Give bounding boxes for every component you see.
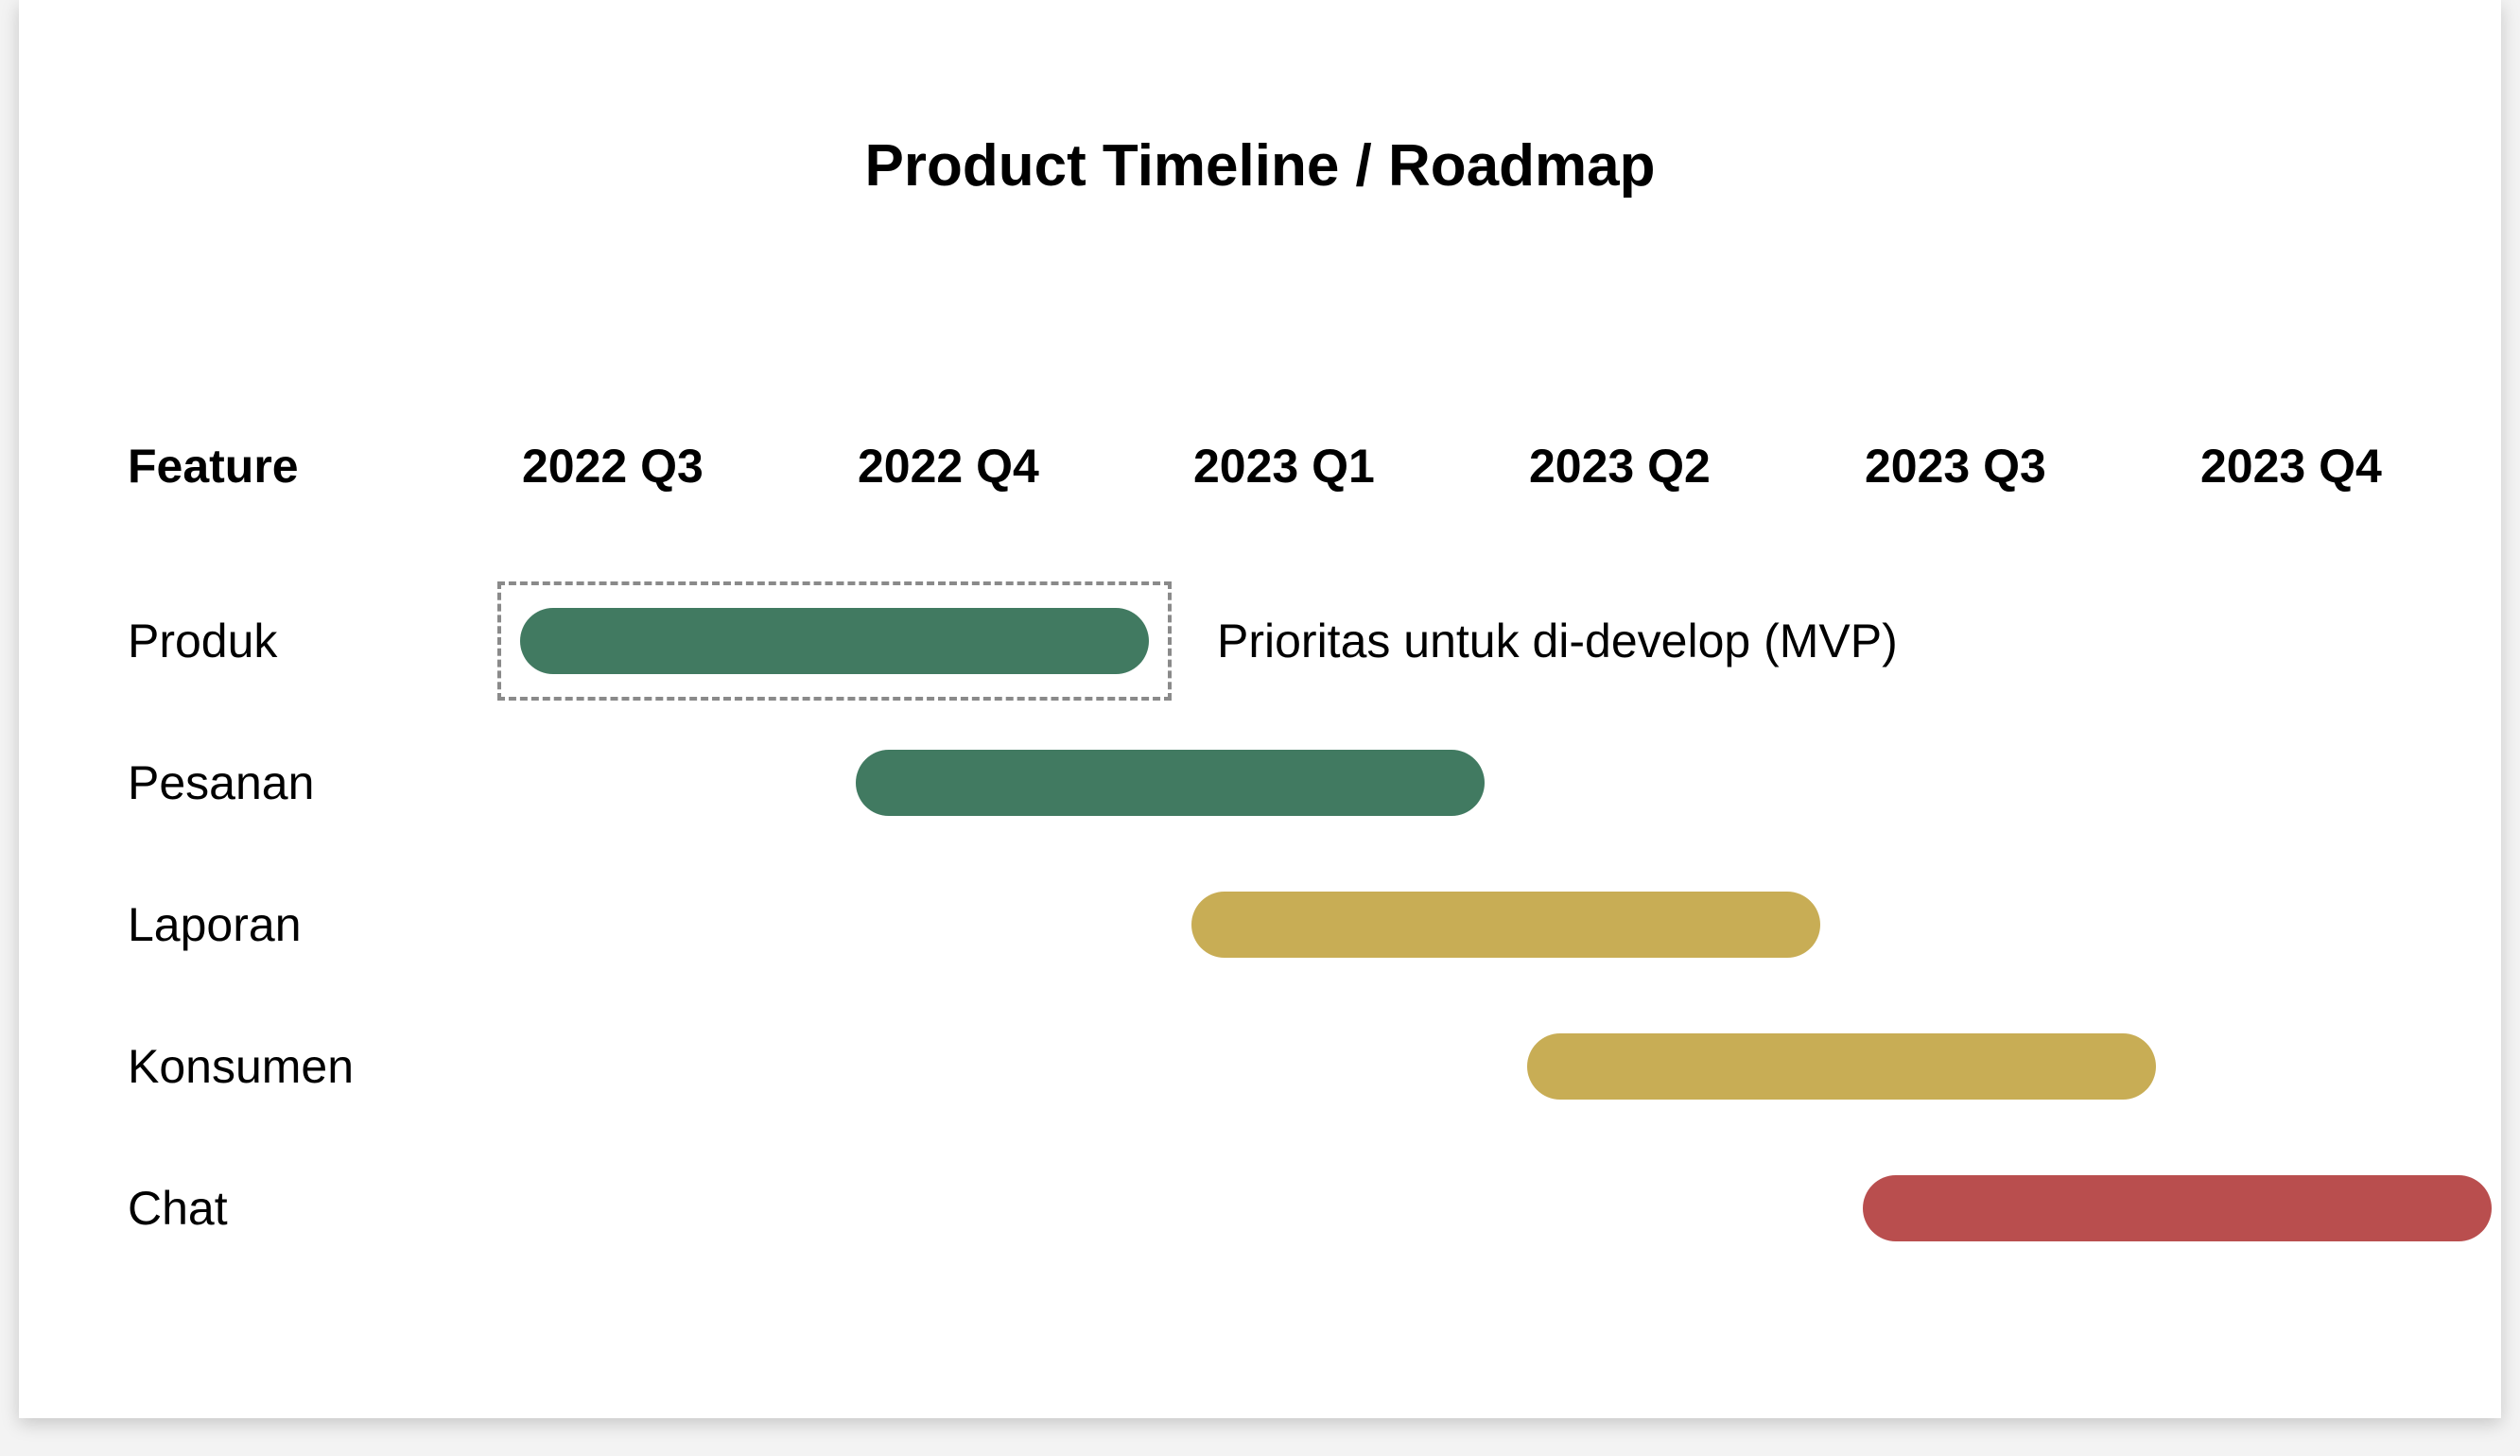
feature-column-header: Feature	[128, 440, 299, 493]
chart-card: Product Timeline / Roadmap Feature 2022 Q…	[19, 0, 2501, 1418]
period-header: 2022 Q3	[522, 440, 704, 493]
task-bar	[856, 750, 1485, 816]
period-header: 2022 Q4	[858, 440, 1039, 493]
task-label: Laporan	[128, 898, 302, 951]
task-label: Produk	[128, 615, 278, 667]
task-label: Chat	[128, 1182, 228, 1235]
mvp-highlight-box	[497, 581, 1172, 701]
task-bar	[520, 608, 1149, 674]
task-bar	[1527, 1033, 2156, 1100]
mvp-annotation: Prioritas untuk di-develop (MVP)	[1217, 615, 1898, 667]
chart-title: Product Timeline / Roadmap	[864, 133, 1656, 199]
period-header: 2023 Q3	[1865, 440, 2046, 493]
task-label: Pesanan	[128, 756, 315, 809]
period-header: 2023 Q4	[2200, 440, 2382, 493]
task-bar	[1863, 1175, 2492, 1241]
period-header: 2023 Q1	[1193, 440, 1375, 493]
task-label: Konsumen	[128, 1040, 355, 1093]
task-bar	[1191, 892, 1820, 958]
period-header: 2023 Q2	[1529, 440, 1711, 493]
